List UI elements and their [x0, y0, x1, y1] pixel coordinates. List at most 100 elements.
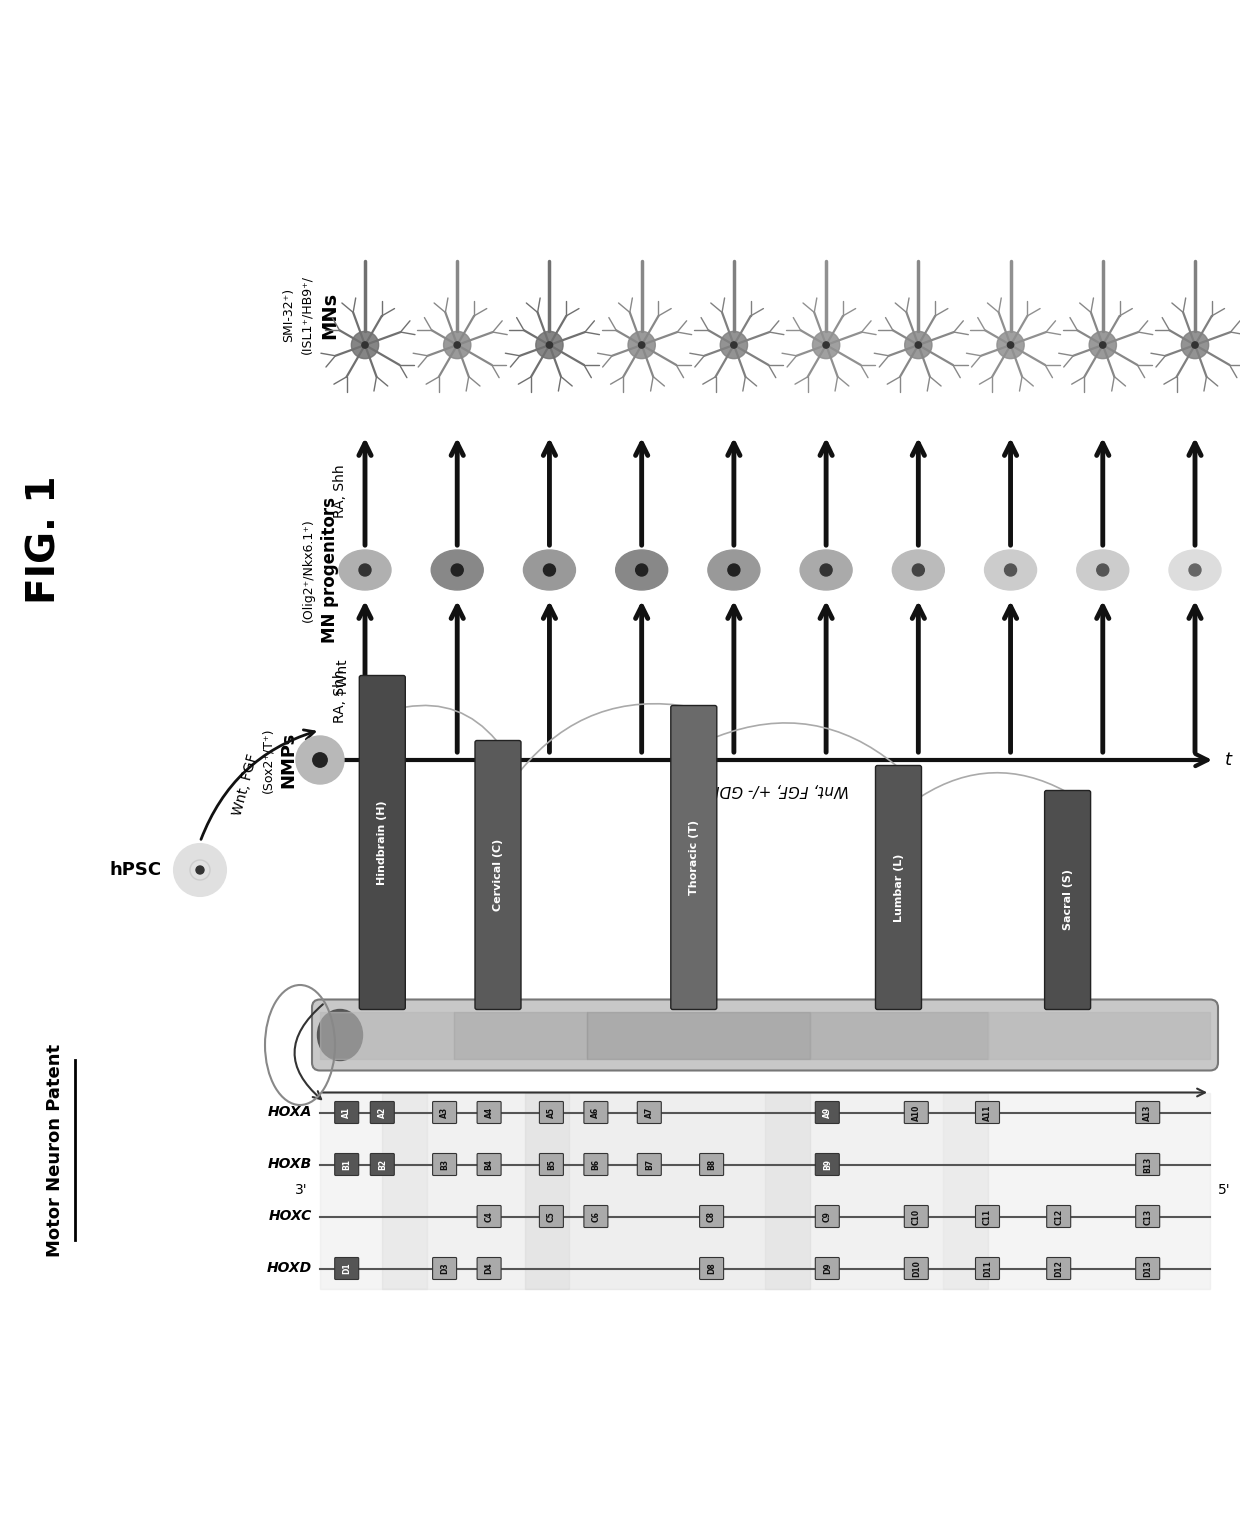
- Text: B7: B7: [645, 1158, 653, 1170]
- Text: (ISL1⁺/HB9⁺/: (ISL1⁺/HB9⁺/: [300, 276, 314, 355]
- Circle shape: [915, 341, 921, 347]
- Text: A11: A11: [983, 1105, 992, 1120]
- Text: A13: A13: [1143, 1105, 1152, 1120]
- Text: Cervical (C): Cervical (C): [494, 838, 503, 911]
- Text: 5': 5': [1218, 1184, 1230, 1198]
- Circle shape: [174, 844, 226, 896]
- Text: 3': 3': [295, 1184, 308, 1198]
- Circle shape: [1189, 564, 1202, 576]
- Circle shape: [1192, 341, 1198, 347]
- Circle shape: [451, 564, 464, 576]
- FancyBboxPatch shape: [477, 1154, 501, 1175]
- Text: C9: C9: [823, 1212, 832, 1222]
- Circle shape: [720, 331, 748, 358]
- Text: (Olig2⁺/Nkx6.1⁺): (Olig2⁺/Nkx6.1⁺): [301, 518, 315, 622]
- FancyBboxPatch shape: [875, 765, 921, 1009]
- Text: Sacral (S): Sacral (S): [1063, 870, 1073, 931]
- FancyBboxPatch shape: [433, 1102, 456, 1123]
- Text: hPSC: hPSC: [110, 861, 162, 879]
- Text: C6: C6: [591, 1212, 600, 1222]
- FancyBboxPatch shape: [477, 1257, 501, 1280]
- Ellipse shape: [1076, 550, 1128, 590]
- Text: C11: C11: [983, 1209, 992, 1225]
- Text: A6: A6: [591, 1106, 600, 1119]
- FancyBboxPatch shape: [584, 1102, 608, 1123]
- Text: HOXC: HOXC: [269, 1210, 312, 1224]
- FancyBboxPatch shape: [371, 1154, 394, 1175]
- FancyBboxPatch shape: [699, 1154, 724, 1175]
- Ellipse shape: [893, 550, 945, 590]
- Circle shape: [1004, 564, 1017, 576]
- FancyBboxPatch shape: [904, 1205, 929, 1227]
- Bar: [454, 1012, 587, 1059]
- FancyBboxPatch shape: [475, 741, 521, 1009]
- FancyBboxPatch shape: [904, 1102, 929, 1123]
- Circle shape: [730, 341, 737, 347]
- Text: A4: A4: [485, 1106, 494, 1119]
- FancyBboxPatch shape: [584, 1205, 608, 1227]
- FancyBboxPatch shape: [335, 1102, 358, 1123]
- FancyBboxPatch shape: [1136, 1257, 1159, 1280]
- Circle shape: [636, 564, 647, 576]
- Ellipse shape: [432, 550, 484, 590]
- Circle shape: [296, 736, 343, 783]
- FancyBboxPatch shape: [477, 1205, 501, 1227]
- Text: Wnt, FGF: Wnt, FGF: [231, 753, 260, 817]
- FancyBboxPatch shape: [976, 1205, 999, 1227]
- Bar: [320, 1012, 454, 1059]
- Text: D10: D10: [911, 1260, 921, 1277]
- FancyBboxPatch shape: [1047, 1257, 1070, 1280]
- FancyBboxPatch shape: [539, 1102, 563, 1123]
- Text: t: t: [1225, 751, 1233, 770]
- FancyBboxPatch shape: [637, 1154, 661, 1175]
- Text: C8: C8: [707, 1212, 717, 1222]
- Circle shape: [905, 331, 932, 358]
- Circle shape: [913, 564, 924, 576]
- FancyBboxPatch shape: [699, 1257, 724, 1280]
- Circle shape: [536, 331, 563, 358]
- Text: ↑Wnt: ↑Wnt: [334, 657, 347, 696]
- Text: B1: B1: [342, 1158, 351, 1170]
- Circle shape: [1089, 331, 1116, 358]
- FancyBboxPatch shape: [976, 1257, 999, 1280]
- FancyBboxPatch shape: [1047, 1205, 1070, 1227]
- Ellipse shape: [800, 550, 852, 590]
- Circle shape: [1007, 341, 1014, 347]
- Circle shape: [1100, 341, 1106, 347]
- FancyBboxPatch shape: [539, 1154, 563, 1175]
- FancyBboxPatch shape: [816, 1257, 839, 1280]
- Text: (Sox2⁺/T⁺): (Sox2⁺/T⁺): [262, 727, 274, 792]
- Text: D4: D4: [485, 1263, 494, 1274]
- Circle shape: [639, 341, 645, 347]
- FancyBboxPatch shape: [904, 1257, 929, 1280]
- Circle shape: [997, 331, 1024, 358]
- Bar: [810, 1012, 987, 1059]
- Text: Thoracic (T): Thoracic (T): [688, 820, 699, 895]
- Text: C10: C10: [911, 1209, 921, 1225]
- Circle shape: [1182, 331, 1209, 358]
- Text: HOXD: HOXD: [267, 1262, 312, 1276]
- Ellipse shape: [317, 1009, 362, 1061]
- Text: B3: B3: [440, 1158, 449, 1170]
- Text: B4: B4: [485, 1158, 494, 1170]
- Text: B2: B2: [378, 1158, 387, 1170]
- Text: Hindbrain (H): Hindbrain (H): [377, 800, 387, 885]
- Text: Lumbar (L): Lumbar (L): [894, 853, 904, 922]
- Text: HOXA: HOXA: [268, 1105, 312, 1120]
- Text: C5: C5: [547, 1212, 556, 1222]
- FancyBboxPatch shape: [816, 1102, 839, 1123]
- FancyBboxPatch shape: [433, 1257, 456, 1280]
- Circle shape: [312, 753, 327, 767]
- Text: D8: D8: [707, 1262, 717, 1274]
- Text: D13: D13: [1143, 1260, 1152, 1277]
- FancyBboxPatch shape: [360, 675, 405, 1009]
- Circle shape: [360, 564, 371, 576]
- Bar: [987, 1012, 1210, 1059]
- Text: C4: C4: [485, 1212, 494, 1222]
- Circle shape: [454, 341, 460, 347]
- Text: Motor Neuron Patent: Motor Neuron Patent: [46, 1044, 64, 1257]
- Circle shape: [823, 341, 830, 347]
- Bar: [525, 1093, 810, 1288]
- Ellipse shape: [339, 550, 391, 590]
- FancyBboxPatch shape: [699, 1205, 724, 1227]
